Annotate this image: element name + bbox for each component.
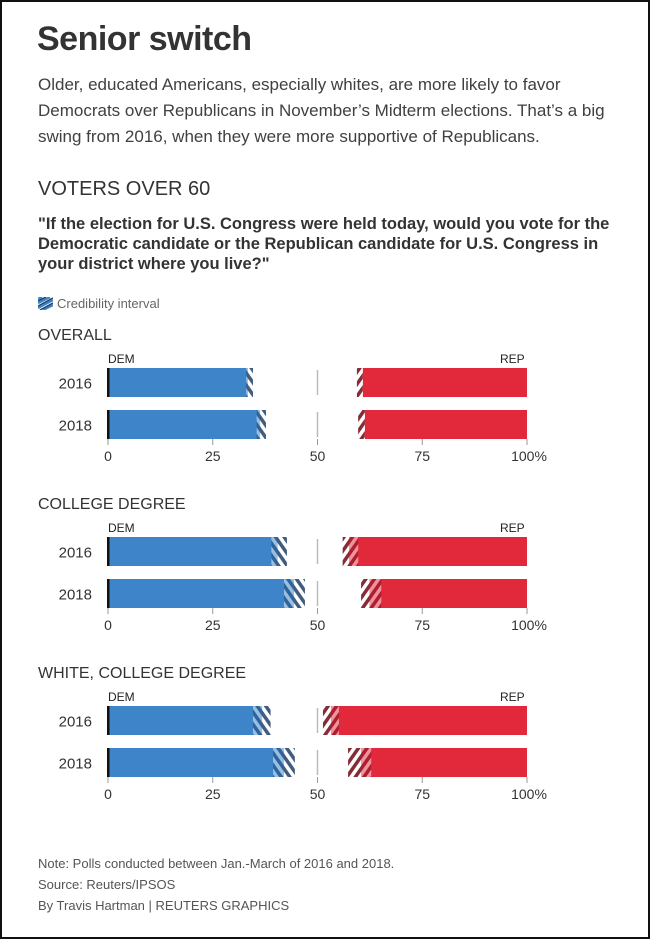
x-tick-label: 25 bbox=[205, 786, 221, 802]
dem-ci-overlap bbox=[252, 706, 263, 735]
rep-bar bbox=[330, 706, 527, 735]
zero-baseline bbox=[107, 748, 110, 777]
x-tick-label: 75 bbox=[414, 448, 430, 464]
dem-credibility-interval bbox=[246, 368, 253, 397]
rep-credibility-interval bbox=[358, 410, 365, 439]
hatch-swatch-icon bbox=[38, 297, 53, 310]
year-label: 2018 bbox=[59, 587, 92, 604]
rep-credibility-interval bbox=[342, 537, 359, 566]
x-tick-label: 75 bbox=[414, 617, 430, 633]
footer-notes: Note: Polls conducted between Jan.-March… bbox=[38, 853, 394, 916]
zero-baseline bbox=[107, 410, 110, 439]
survey-question: "If the election for U.S. Congress were … bbox=[38, 215, 610, 273]
dem-credibility-interval bbox=[271, 537, 287, 566]
dem-bar bbox=[108, 537, 278, 566]
x-tick-label: 75 bbox=[414, 786, 430, 802]
rep-ci-overlap bbox=[361, 748, 372, 777]
x-tick-label: 25 bbox=[205, 617, 221, 633]
panel-title-white-college-degree: WHITE, COLLEGE DEGREE bbox=[38, 665, 247, 682]
dem-bar bbox=[108, 579, 295, 608]
zero-baseline bbox=[107, 706, 110, 735]
x-tick-label: 100% bbox=[511, 617, 547, 633]
footer-note: Note: Polls conducted between Jan.-March… bbox=[38, 856, 395, 871]
dem-ci-overlap bbox=[246, 368, 248, 397]
dem-ci-overlap bbox=[271, 537, 278, 566]
year-label: 2016 bbox=[59, 376, 92, 393]
x-tick-label: 0 bbox=[104, 786, 112, 802]
zero-baseline bbox=[107, 579, 110, 608]
x-tick-label: 50 bbox=[310, 786, 326, 802]
year-label: 2016 bbox=[59, 714, 92, 731]
rep-ci-overlap bbox=[348, 537, 359, 566]
x-tick-label: 0 bbox=[104, 617, 112, 633]
dem-series-label: DEM bbox=[108, 352, 135, 366]
rep-credibility-interval bbox=[322, 706, 339, 735]
rep-series-label: REP bbox=[500, 521, 525, 535]
panel-title-overall: OVERALL bbox=[38, 327, 112, 344]
footer-credit: By Travis Hartman | REUTERS GRAPHICS bbox=[38, 898, 290, 913]
x-tick-label: 100% bbox=[511, 448, 547, 464]
year-label: 2018 bbox=[59, 756, 92, 773]
rep-bar bbox=[348, 537, 527, 566]
rep-credibility-interval bbox=[348, 748, 372, 777]
dem-credibility-interval bbox=[283, 579, 305, 608]
legend-label: Credibility interval bbox=[57, 296, 160, 311]
chart-title: Senior switch bbox=[37, 20, 252, 58]
legend: Credibility interval bbox=[38, 296, 160, 311]
dem-credibility-interval bbox=[273, 748, 295, 777]
rep-bar bbox=[364, 410, 527, 439]
rep-bar bbox=[361, 748, 527, 777]
rep-series-label: REP bbox=[500, 352, 525, 366]
rep-series-label: REP bbox=[500, 690, 525, 704]
dem-credibility-interval bbox=[252, 706, 271, 735]
year-label: 2016 bbox=[59, 545, 92, 562]
rep-ci-overlap bbox=[330, 706, 339, 735]
x-tick-label: 0 bbox=[104, 448, 112, 464]
chart-subtitle: Older, educated Americans, especially wh… bbox=[38, 75, 605, 146]
dem-bar bbox=[108, 410, 261, 439]
x-tick-label: 50 bbox=[310, 448, 326, 464]
zero-baseline bbox=[107, 368, 110, 397]
rep-ci-overlap bbox=[369, 579, 382, 608]
rep-credibility-interval bbox=[356, 368, 363, 397]
rep-bar bbox=[369, 579, 527, 608]
dem-series-label: DEM bbox=[108, 690, 135, 704]
dem-ci-overlap bbox=[283, 579, 295, 608]
rep-credibility-interval bbox=[361, 579, 382, 608]
x-tick-label: 100% bbox=[511, 786, 547, 802]
dem-bar bbox=[108, 748, 284, 777]
rep-bar bbox=[362, 368, 527, 397]
section-heading: VOTERS OVER 60 bbox=[38, 178, 211, 200]
zero-baseline bbox=[107, 537, 110, 566]
x-tick-label: 25 bbox=[205, 448, 221, 464]
dem-series-label: DEM bbox=[108, 521, 135, 535]
dem-bar bbox=[108, 706, 263, 735]
dem-credibility-interval bbox=[256, 410, 266, 439]
dem-bar bbox=[108, 368, 248, 397]
panel-title-college-degree: COLLEGE DEGREE bbox=[38, 496, 186, 513]
x-tick-label: 50 bbox=[310, 617, 326, 633]
footer-source: Source: Reuters/IPSOS bbox=[38, 877, 176, 892]
year-label: 2018 bbox=[59, 418, 92, 435]
dem-ci-overlap bbox=[273, 748, 284, 777]
dem-ci-overlap bbox=[256, 410, 261, 439]
